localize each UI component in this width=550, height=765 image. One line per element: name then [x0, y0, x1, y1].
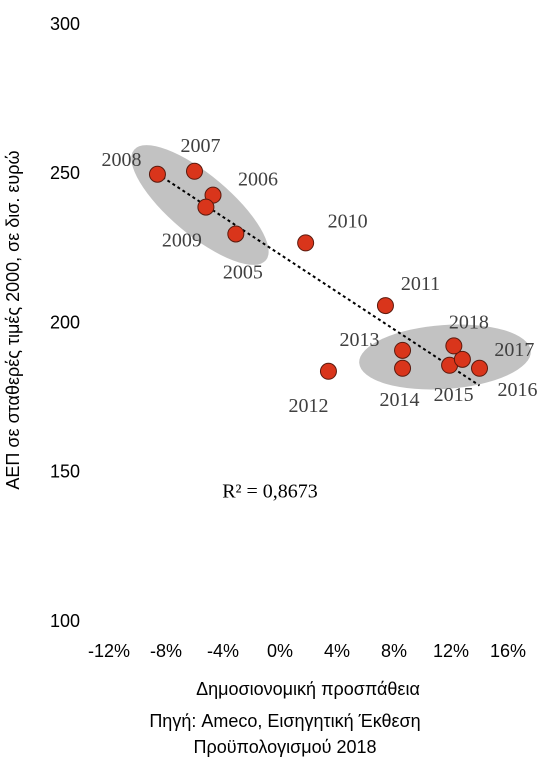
point	[297, 234, 315, 252]
x-tick-label: 12%	[433, 641, 469, 661]
point-label: 2013	[340, 329, 380, 351]
x-tick-label: -4%	[207, 641, 239, 661]
x-axis-label: Δημοσιονομική προσπάθεια	[196, 679, 420, 699]
y-tick-label: 150	[50, 462, 80, 482]
x-tick-label: 0%	[267, 641, 293, 661]
x-tick-label: 16%	[490, 641, 526, 661]
y-tick-label: 300	[50, 14, 80, 34]
source: Πηγή: Ameco, Εισηγητική Έκθεση	[149, 711, 420, 731]
point	[445, 337, 463, 355]
point-label: 2008	[101, 149, 141, 171]
x-tick-label: -8%	[150, 641, 182, 661]
source: Προϋπολογισμού 2018	[193, 737, 376, 757]
point-label: 2005	[223, 262, 263, 284]
point-label: 2009	[162, 230, 202, 252]
x-tick-label: -12%	[88, 641, 130, 661]
point-label: 2010	[328, 210, 368, 232]
point-label: 2014	[380, 389, 420, 411]
point-label: 2012	[288, 395, 328, 417]
y-tick-label: 250	[50, 163, 80, 183]
point-label: 2006	[238, 169, 278, 191]
point	[394, 359, 412, 377]
point-label: 2016	[498, 379, 538, 401]
point-label: 2015	[434, 384, 474, 406]
point-label: 2011	[401, 273, 440, 295]
point	[453, 350, 471, 368]
trendline	[156, 172, 481, 387]
point	[197, 198, 215, 216]
point-label: 2007	[181, 135, 221, 157]
point	[376, 297, 394, 315]
point	[319, 362, 337, 380]
y-tick-label: 200	[50, 312, 80, 332]
point-label: 2017	[494, 339, 534, 361]
annotation: R² = 0,8673	[222, 481, 318, 503]
point-label: 2018	[449, 311, 489, 333]
point	[148, 165, 166, 183]
point	[471, 359, 488, 377]
point	[394, 341, 412, 359]
point	[227, 225, 245, 243]
y-axis-label: ΑΕΠ σε σταθερές τιμές 2000, σε δισ. ευρώ	[3, 150, 23, 489]
point	[186, 162, 203, 180]
x-tick-label: 4%	[324, 641, 350, 661]
y-tick-label: 100	[50, 611, 80, 631]
x-tick-label: 8%	[381, 641, 407, 661]
